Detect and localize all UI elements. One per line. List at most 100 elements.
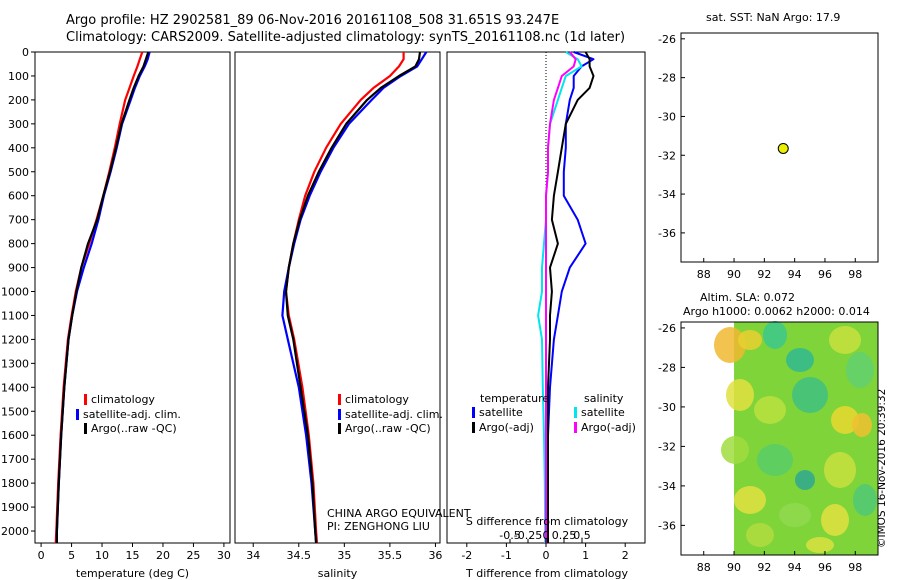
depth-tick-label: 200 [8, 94, 29, 107]
temp-legend-climatology-swatch [84, 394, 87, 405]
sst-map-lon-tick-label: 92 [757, 268, 771, 281]
sst-map-lon-tick-label: 90 [727, 268, 741, 281]
sal-x-tick-label: 34.5 [287, 549, 312, 562]
float-pi-label: PI: ZENGHONG LIU [327, 520, 430, 533]
sla-heatmap-cell [806, 537, 834, 553]
sla-heatmap-cell [721, 436, 749, 464]
sst-map-lon-tick-label: 96 [818, 268, 832, 281]
sal-diff-tick-label: 0 [543, 529, 550, 542]
sst-map-lon-tick-label: 98 [848, 268, 862, 281]
temp-climatology-line [54, 51, 144, 544]
diff-legend-temp-argo-swatch [472, 422, 475, 433]
sla-map-title: Altim. SLA: 0.072 [700, 291, 796, 304]
sst-map-lon-tick-label: 94 [788, 268, 802, 281]
temp-x-tick-label: 10 [95, 549, 109, 562]
sla-map-lon-tick-label: 90 [727, 561, 741, 574]
profile-title: Argo profile: HZ 2902581_89 06-Nov-2016 … [66, 13, 560, 28]
diff-sal-argo-line [545, 51, 577, 543]
sla-heatmap-cell [757, 444, 793, 476]
diff-x-tick-label: 0 [543, 549, 550, 562]
sla-heatmap-cell [853, 484, 877, 516]
sal-x-axis-label: salinity [318, 567, 358, 580]
sst-map-lat-tick-label: -28 [658, 72, 676, 85]
temp-x-tick-label: 5 [68, 549, 75, 562]
depth-tick-label: 1100 [1, 309, 29, 322]
sla-heatmap-cell [746, 523, 774, 547]
sla-map-subtitle: Argo h1000: 0.0062 h2000: 0.014 [683, 305, 870, 318]
depth-tick-label: 1500 [1, 405, 29, 418]
sla-heatmap-cell [754, 396, 786, 424]
sal-legend-climatology-swatch [338, 394, 341, 405]
depth-tick-label: 1400 [1, 381, 29, 394]
sla-map-lat-tick-label: -30 [658, 401, 676, 414]
sal-diff-tick-label: -0.5 [499, 529, 520, 542]
sst-map-lat-tick-label: -34 [658, 188, 676, 201]
sal-legend-argo-label: Argo(..raw -QC) [345, 422, 431, 435]
depth-tick-label: 1900 [1, 501, 29, 514]
sst-map-lon-tick-label: 88 [697, 268, 711, 281]
temperature-panel-frame [34, 51, 231, 544]
sla-heatmap-cell [821, 504, 849, 536]
diff-legend-temp-satellite-label: satellite [479, 406, 523, 419]
depth-tick-label: 1000 [1, 286, 29, 299]
sal-legend-climatology-label: climatology [345, 393, 409, 406]
depth-tick-label: 600 [8, 190, 29, 203]
sla-map-frame [680, 321, 879, 556]
sal-diff-tick-label: 0.25 [552, 529, 577, 542]
temp-legend-argo-swatch [84, 423, 87, 434]
diff-x-tick-label: 1 [582, 549, 589, 562]
sal-x-tick-label: 35.5 [378, 549, 403, 562]
sst-map-frame [680, 32, 879, 263]
sal-x-tick-label: 35 [337, 549, 351, 562]
temp-x-tick-label: 15 [126, 549, 140, 562]
sst-map-lat-tick-label: -36 [658, 227, 676, 240]
sla-map-lon-tick-label: 96 [818, 561, 832, 574]
sla-heatmap-cell [734, 486, 766, 514]
sst-map-lat-tick-label: -32 [658, 149, 676, 162]
diff-x-tick-label: -2 [461, 549, 472, 562]
temp-x-tick-label: 25 [186, 549, 200, 562]
diff-legend-sal-argo-label: Argo(-adj) [581, 421, 636, 434]
sal-legend-argo-swatch [338, 423, 341, 434]
temp-legend-climatology-label: climatology [91, 393, 155, 406]
diff-temp-argo-line [547, 51, 595, 543]
sal-legend-satellite-label: satellite-adj. clim. [345, 408, 443, 421]
sla-map-lon-tick-label: 92 [757, 561, 771, 574]
sal-legend-satellite-swatch [338, 409, 341, 420]
sla-heatmap-cell [846, 352, 874, 388]
depth-tick-label: 1600 [1, 429, 29, 442]
diff-legend-temp-argo-label: Argo(-adj) [479, 421, 534, 434]
sla-heatmap-cell [726, 379, 754, 411]
depth-tick-label: 400 [8, 142, 29, 155]
float-agency-label: CHINA ARGO EQUIVALENT [327, 507, 471, 520]
sla-heatmap-cell [824, 452, 856, 488]
depth-tick-label: 300 [8, 118, 29, 131]
sla-map-lat-tick-label: -26 [658, 322, 676, 335]
sla-map-lon-tick-label: 88 [697, 561, 711, 574]
depth-tick-label: 800 [8, 238, 29, 251]
climatology-title: Climatology: CARS2009. Satellite-adjuste… [66, 30, 626, 45]
sla-heatmap-cell [786, 348, 814, 372]
depth-tick-label: 900 [8, 262, 29, 275]
depth-tick-label: 2000 [1, 525, 29, 538]
diff-legend-sal-argo-swatch [574, 422, 577, 433]
sla-heatmap-cell [795, 470, 815, 490]
temp-satellite-line [55, 51, 151, 543]
sla-map-lon-tick-label: 98 [848, 561, 862, 574]
sla-heatmap-cell [792, 377, 828, 413]
sal-diff-axis-label: S difference from climatology [466, 515, 629, 528]
salinity-panel-frame [234, 51, 441, 544]
sal-x-tick-label: 34 [246, 549, 260, 562]
depth-tick-label: 1700 [1, 453, 29, 466]
sla-heatmap [714, 321, 878, 555]
diff-x-tick-label: 2 [622, 549, 629, 562]
sla-heatmap-cell [779, 503, 811, 527]
temp-legend-argo-label: Argo(..raw -QC) [91, 422, 177, 435]
sal-diff-tick-label: 0.5 [573, 529, 591, 542]
sla-map-lat-tick-label: -34 [658, 480, 676, 493]
temp-x-axis-label: temperature (deg C) [76, 567, 189, 580]
diff-x-axis-label: T difference from climatology [465, 567, 628, 580]
temp-legend-satellite-label: satellite-adj. clim. [83, 408, 181, 421]
sst-map-lat-tick-label: -26 [658, 33, 676, 46]
